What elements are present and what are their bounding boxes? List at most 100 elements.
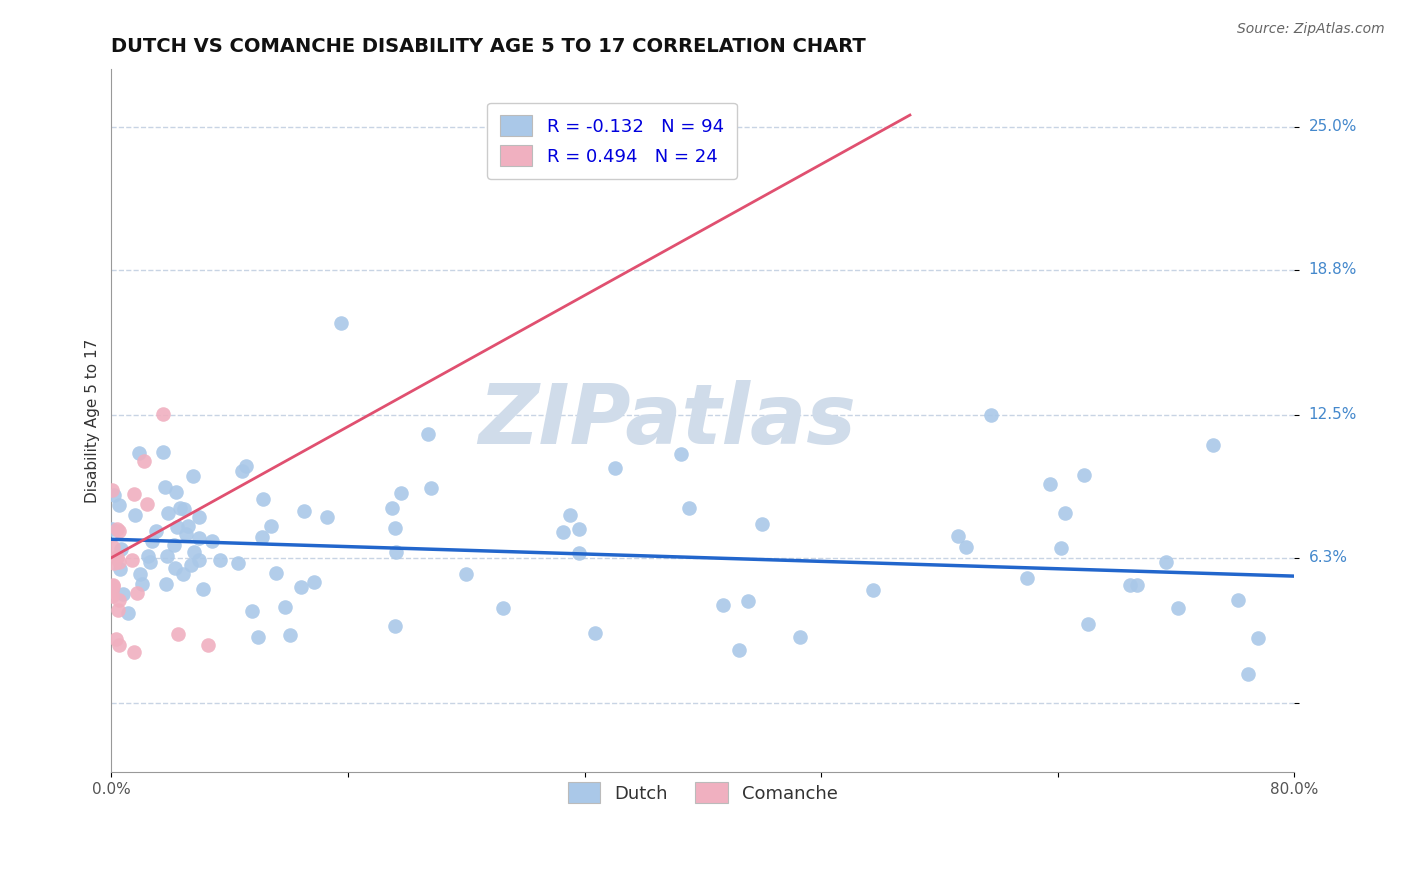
Point (381, 501, 404, 516)
Point (669, 447, 692, 461)
Point (167, 626, 190, 640)
Point (169, 501, 191, 516)
Point (603, 461, 626, 475)
Text: Source: ZipAtlas.com: Source: ZipAtlas.com (1237, 22, 1385, 37)
Point (1202, 438, 1225, 452)
Point (117, 606, 139, 620)
Point (1154, 555, 1177, 569)
Point (201, 534, 224, 549)
Point (157, 506, 180, 520)
Point (121, 553, 143, 567)
Point (101, 579, 124, 593)
Point (955, 540, 977, 554)
Point (108, 498, 131, 512)
Text: ZIPatlas: ZIPatlas (478, 380, 856, 461)
Point (315, 510, 337, 524)
Point (264, 566, 287, 581)
Text: 6.3%: 6.3% (1309, 550, 1347, 566)
Point (163, 538, 186, 552)
Point (191, 582, 214, 596)
Point (568, 522, 591, 536)
Point (107, 592, 129, 607)
Point (103, 488, 125, 502)
Point (128, 567, 150, 582)
Point (389, 486, 412, 500)
Point (152, 408, 174, 422)
Point (252, 491, 274, 506)
Point (152, 445, 174, 459)
Point (145, 524, 167, 539)
Point (122, 645, 145, 659)
Point (551, 525, 574, 540)
Point (1119, 578, 1142, 592)
Point (751, 517, 773, 532)
Point (737, 594, 759, 608)
Point (163, 560, 186, 574)
Point (384, 619, 406, 633)
Point (384, 521, 406, 535)
Point (122, 487, 145, 501)
Point (188, 553, 211, 567)
Point (107, 555, 129, 569)
Point (101, 541, 124, 555)
Text: 18.8%: 18.8% (1309, 262, 1357, 277)
Point (1247, 631, 1270, 645)
Point (250, 530, 273, 544)
Point (197, 638, 219, 652)
Point (456, 567, 478, 582)
Legend: Dutch, Comanche: Dutch, Comanche (555, 770, 851, 816)
Point (568, 546, 591, 560)
Point (789, 630, 811, 644)
Point (678, 500, 700, 515)
Point (131, 577, 153, 591)
Point (155, 480, 177, 494)
Point (188, 531, 211, 545)
Point (138, 549, 160, 563)
Point (138, 555, 160, 569)
Point (166, 520, 188, 534)
Text: 12.5%: 12.5% (1309, 408, 1357, 422)
Point (111, 587, 134, 601)
Point (226, 556, 249, 570)
Point (177, 519, 200, 533)
Point (583, 626, 606, 640)
Point (124, 508, 146, 523)
Point (246, 630, 269, 644)
Point (260, 519, 283, 533)
Point (107, 603, 129, 617)
Point (103, 556, 125, 570)
Point (188, 510, 211, 524)
Point (101, 577, 124, 591)
Point (1077, 617, 1099, 632)
Point (727, 642, 749, 657)
Point (384, 545, 406, 559)
Point (155, 549, 177, 563)
Point (180, 558, 202, 572)
Point (127, 586, 149, 600)
Point (304, 574, 326, 589)
Point (560, 508, 582, 522)
Text: DUTCH VS COMANCHE DISABILITY AGE 5 TO 17 CORRELATION CHART: DUTCH VS COMANCHE DISABILITY AGE 5 TO 17… (111, 37, 866, 56)
Point (173, 502, 195, 516)
Point (208, 553, 231, 567)
Point (105, 522, 128, 536)
Point (292, 504, 315, 518)
Point (128, 446, 150, 460)
Point (1017, 571, 1039, 585)
Point (1237, 666, 1260, 681)
Point (101, 583, 124, 598)
Text: 25.0%: 25.0% (1309, 120, 1357, 134)
Point (136, 497, 159, 511)
Point (172, 567, 194, 582)
Point (946, 529, 969, 543)
Point (1126, 578, 1149, 592)
Point (100, 522, 122, 536)
Point (240, 604, 263, 618)
Point (141, 534, 163, 549)
Point (419, 481, 441, 495)
Point (1167, 600, 1189, 615)
Point (105, 632, 128, 647)
Point (155, 577, 177, 591)
Point (273, 600, 295, 615)
Point (862, 582, 884, 597)
